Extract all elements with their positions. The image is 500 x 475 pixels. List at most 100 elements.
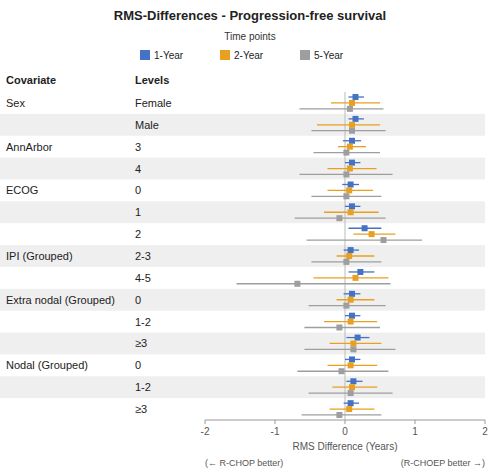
level-label: 1-2 <box>135 316 151 328</box>
point-estimate <box>339 368 345 374</box>
covariate-label: AnnArbor <box>6 141 53 153</box>
point-estimate <box>349 203 355 209</box>
point-estimate <box>343 150 349 156</box>
level-label: 2 <box>135 228 141 240</box>
level-label: 0 <box>135 294 141 306</box>
x-tick <box>485 420 486 424</box>
point-estimate <box>336 412 342 418</box>
x-tick-label: 2 <box>482 426 488 437</box>
point-estimate <box>353 116 359 122</box>
x-tick-label: 1 <box>412 426 418 437</box>
point-estimate <box>350 378 356 384</box>
point-estimate <box>353 275 359 281</box>
title: RMS-Differences - Progression-free survi… <box>114 8 386 23</box>
point-estimate <box>362 225 368 231</box>
level-label: 1-2 <box>135 381 151 393</box>
point-estimate <box>349 291 355 297</box>
confidence-interval <box>331 102 380 103</box>
point-estimate <box>349 384 355 390</box>
legend-label: 5-Year <box>314 50 344 61</box>
level-label: 0 <box>135 359 141 371</box>
legend-title: Time points <box>224 31 275 42</box>
level-label: 4-5 <box>135 272 151 284</box>
legend-label: 1-Year <box>154 50 184 61</box>
x-tick-label: -2 <box>201 426 210 437</box>
row-band <box>0 158 485 180</box>
x-tick <box>275 420 276 424</box>
row-band <box>0 376 485 398</box>
point-estimate <box>343 193 349 199</box>
point-estimate <box>349 138 355 144</box>
point-estimate <box>348 400 354 406</box>
point-estimate <box>349 100 355 106</box>
level-label: 1 <box>135 206 141 218</box>
level-label: ≥3 <box>135 337 147 349</box>
row-band <box>0 201 485 223</box>
point-estimate <box>349 160 355 166</box>
point-estimate <box>348 390 354 396</box>
level-label: 4 <box>135 163 141 175</box>
point-estimate <box>347 166 353 172</box>
point-estimate <box>348 319 354 325</box>
point-estimate <box>369 231 375 237</box>
point-estimate <box>347 106 353 112</box>
level-label: ≥3 <box>135 403 147 415</box>
confidence-interval <box>311 130 385 131</box>
x-tick <box>205 420 206 424</box>
point-estimate <box>348 181 354 187</box>
confidence-interval <box>337 255 375 256</box>
point-estimate <box>347 144 353 150</box>
x-axis-note: (R-CHOEP better →) <box>401 458 485 468</box>
legend-swatch <box>140 50 150 60</box>
level-label: 2-3 <box>135 250 151 262</box>
point-estimate <box>355 335 361 341</box>
confidence-interval <box>300 108 384 109</box>
x-tick <box>345 420 346 424</box>
covariate-label: Sex <box>6 97 25 109</box>
point-estimate <box>348 247 354 253</box>
level-label: Female <box>135 97 172 109</box>
point-estimate <box>350 340 356 346</box>
chart: RMS-Differences - Progression-free survi… <box>0 0 500 475</box>
confidence-interval <box>337 299 375 300</box>
confidence-interval <box>304 349 395 350</box>
covariate-label: IPI (Grouped) <box>6 250 73 262</box>
point-estimate <box>348 297 354 303</box>
point-estimate <box>343 259 349 265</box>
covariate-label: Nodal (Grouped) <box>6 359 88 371</box>
point-estimate <box>346 253 352 259</box>
point-estimate <box>348 362 354 368</box>
point-estimate <box>346 187 352 193</box>
point-estimate <box>350 346 356 352</box>
column-header: Levels <box>135 74 169 86</box>
row-band <box>0 245 485 267</box>
covariate-label: ECOG <box>6 184 38 196</box>
point-estimate <box>336 325 342 331</box>
point-estimate <box>349 356 355 362</box>
x-tick-label: -1 <box>271 426 280 437</box>
legend-swatch <box>300 50 310 60</box>
point-estimate <box>353 94 359 100</box>
point-estimate <box>349 128 355 134</box>
point-estimate <box>294 281 300 287</box>
level-label: 0 <box>135 184 141 196</box>
row-band <box>0 333 485 355</box>
level-label: 3 <box>135 141 141 153</box>
point-estimate <box>357 269 363 275</box>
confidence-interval <box>307 239 423 240</box>
point-estimate <box>349 122 355 128</box>
confidence-interval <box>237 283 391 284</box>
x-tick <box>415 420 416 424</box>
point-estimate <box>349 313 355 319</box>
point-estimate <box>336 215 342 221</box>
row-band <box>0 289 485 311</box>
point-estimate <box>348 209 354 215</box>
level-label: Male <box>135 119 159 131</box>
legend-label: 2-Year <box>234 50 264 61</box>
covariate-label: Extra nodal (Grouped) <box>6 294 115 306</box>
point-estimate <box>381 237 387 243</box>
point-estimate <box>343 171 349 177</box>
confidence-interval <box>314 277 389 278</box>
x-axis-label: RMS Difference (Years) <box>292 441 397 452</box>
confidence-interval <box>317 124 380 125</box>
